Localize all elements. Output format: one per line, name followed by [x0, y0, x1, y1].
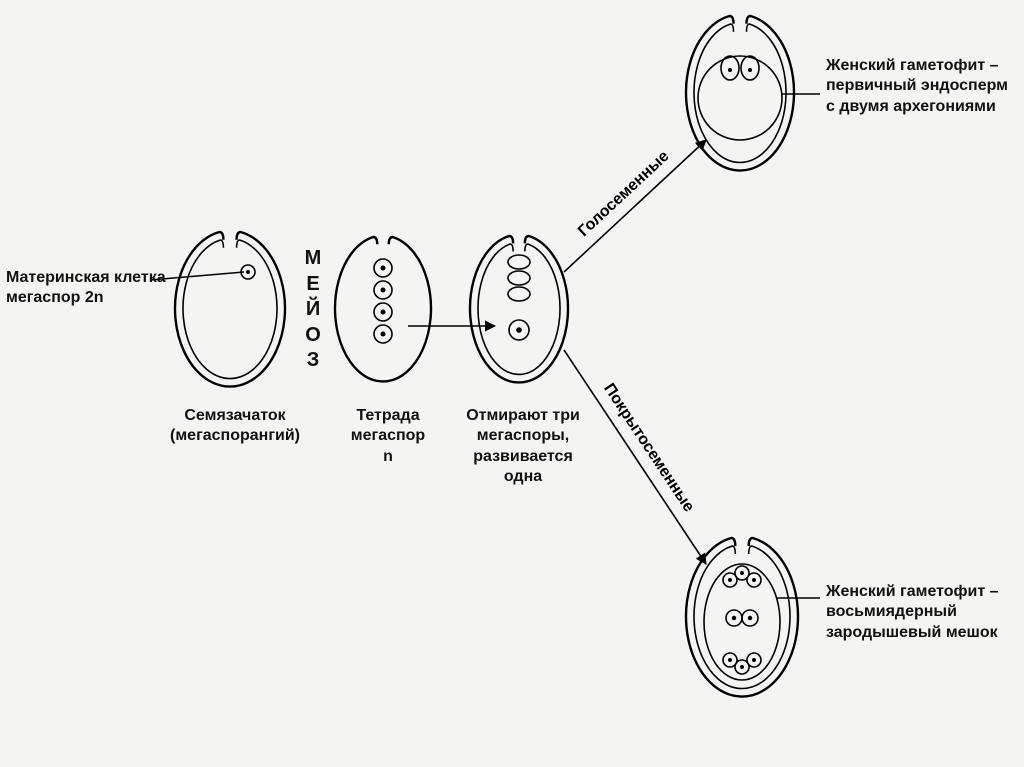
archegonium-1-dot	[748, 68, 752, 72]
meiosis-text: М Е Й О З	[305, 247, 324, 371]
stage3-ovule-outer	[470, 236, 568, 382]
stage1-ovule-outer	[175, 232, 285, 387]
top-endosperm	[698, 56, 782, 140]
top-result-ovule-outer	[686, 16, 794, 171]
left-mother-cell-label: Материнская клетка мегаспор 2n	[6, 268, 166, 309]
left-l1: Материнская клетка	[6, 269, 166, 286]
s1c1: Семязачаток	[184, 407, 285, 424]
s2c3: n	[383, 448, 393, 465]
embryo-sac	[704, 564, 780, 680]
meiosis-vertical-label: М Е Й О З	[302, 246, 326, 374]
sac-nucleus-5-dot	[728, 658, 732, 662]
sac-nucleus-0-dot	[728, 578, 732, 582]
stage1-nucleus-dot	[246, 270, 250, 274]
stage3-dead-1	[508, 271, 530, 285]
br3: зародышевый мешок	[826, 624, 998, 641]
s3c4: одна	[504, 468, 542, 485]
bottom-right-label: Женский гаметофит – восьмиядерный зароды…	[826, 582, 1024, 643]
arrow-to-top	[564, 140, 706, 272]
tr2: первичный эндосперм	[826, 77, 1008, 94]
archegonium-0-dot	[728, 68, 732, 72]
s2c2: мегаспор	[351, 427, 425, 444]
stage3-dead-2	[508, 287, 530, 301]
stage2-megaspore-2-dot	[380, 309, 385, 314]
s3c3: развивается	[473, 448, 573, 465]
top-right-label: Женский гаметофит – первичный эндосперм …	[826, 56, 1024, 117]
stage2-megaspore-0-dot	[380, 265, 385, 270]
s1c2: (мегаспорангий)	[170, 427, 300, 444]
sac-nucleus-6-dot	[740, 665, 744, 669]
stage1-ovule-inner	[183, 240, 277, 379]
stage3-caption: Отмирают три мегаспоры, развивается одна	[458, 406, 588, 488]
branch-top-label: Голосеменные	[575, 148, 673, 240]
s3c1: Отмирают три	[466, 407, 580, 424]
s3c2: мегаспоры,	[477, 427, 570, 444]
br1: Женский гаметофит –	[826, 583, 999, 600]
tr1: Женский гаметофит –	[826, 57, 999, 74]
sac-nucleus-1-dot	[740, 571, 744, 575]
stage3-ovule-inner	[478, 244, 560, 374]
br2: восьмиядерный	[826, 603, 957, 620]
stage3-live-megaspore-dot	[516, 327, 522, 333]
sac-nucleus-7-dot	[752, 658, 756, 662]
stage2-caption: Тетрада мегаспор n	[338, 406, 438, 467]
sac-nucleus-4-dot	[748, 616, 752, 620]
stage1-caption: Семязачаток (мегаспорангий)	[170, 406, 300, 447]
stage2-megaspore-3-dot	[380, 331, 385, 336]
sac-nucleus-2-dot	[752, 578, 756, 582]
sac-nucleus-3-dot	[732, 616, 736, 620]
left-l2: мегаспор 2n	[6, 289, 104, 306]
stage2-megaspore-1-dot	[380, 287, 385, 292]
top-result-ovule-inner	[694, 24, 786, 162]
tr3: с двумя архегониями	[826, 98, 996, 115]
branch-bottom-label: Покрытосеменные	[600, 381, 697, 516]
stage3-dead-0	[508, 255, 530, 269]
s2c1: Тетрада	[356, 407, 419, 424]
